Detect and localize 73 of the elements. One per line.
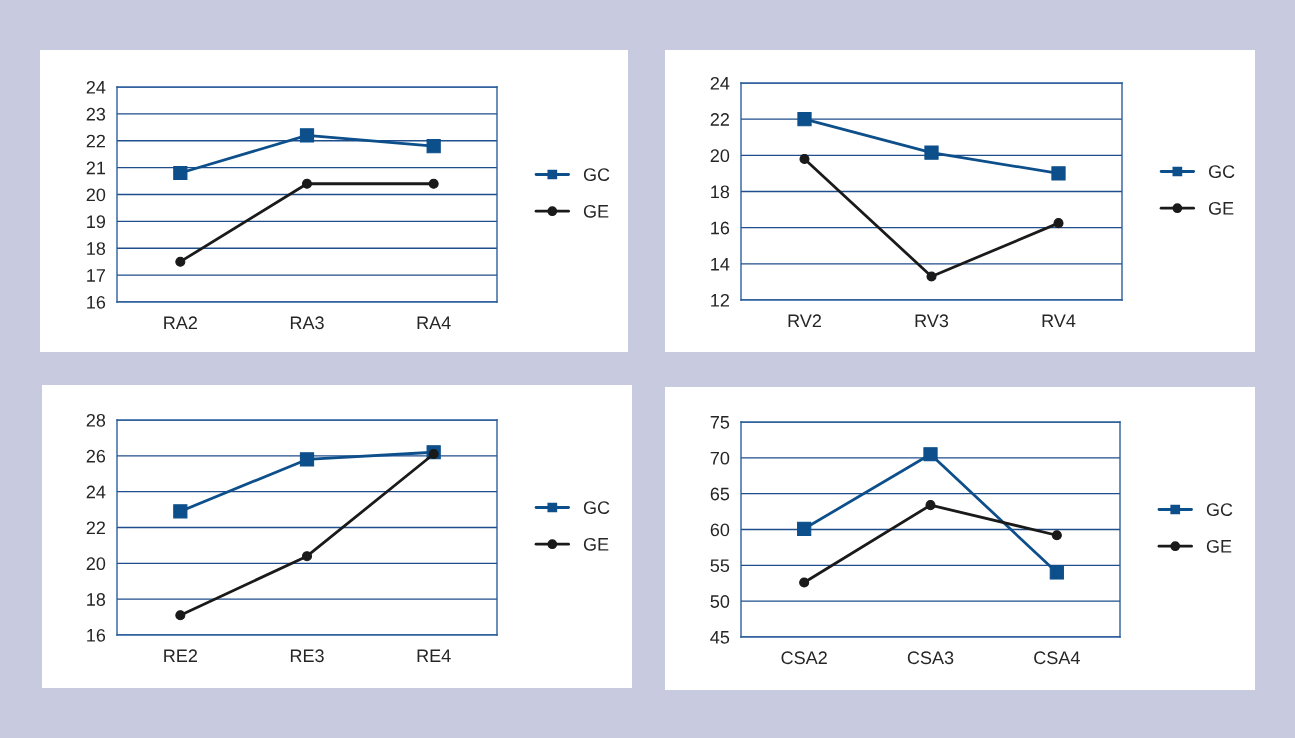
y-tick-label: 14 — [711, 257, 730, 271]
point — [299, 452, 315, 467]
legend-label: GC — [1208, 165, 1235, 178]
y-tick-label: 70 — [710, 451, 730, 465]
legend-label: GC — [1206, 503, 1233, 516]
y-tick-label: 55 — [710, 559, 730, 573]
y-tick-label: 21 — [86, 161, 106, 175]
x-tick-label: RA3 — [290, 316, 324, 330]
y-tick-label: 24 — [86, 80, 106, 94]
y-tick-label: 23 — [86, 107, 106, 121]
y-tick-label: 12 — [711, 293, 729, 307]
y-tick-label: 17 — [87, 269, 105, 282]
x-tick-label: RE4 — [417, 649, 451, 662]
point — [301, 178, 313, 189]
x-tick-label: RA4 — [417, 316, 451, 329]
legend-label: GE — [1208, 201, 1234, 215]
point — [925, 500, 936, 511]
legend-label: GE — [583, 204, 609, 218]
point — [426, 139, 441, 154]
legend-label: GC — [583, 168, 610, 181]
point — [799, 577, 810, 588]
legend-label: GE — [583, 537, 609, 551]
point — [301, 551, 313, 562]
point — [924, 145, 939, 160]
y-tick-label: 45 — [710, 631, 730, 644]
y-tick-label: 22 — [710, 113, 729, 126]
y-tick-label: 16 — [87, 628, 106, 642]
point — [923, 447, 938, 462]
point — [797, 521, 812, 536]
y-tick-label: 28 — [86, 413, 106, 427]
x-tick-label: CSA4 — [1034, 651, 1080, 665]
x-tick-label: RE3 — [290, 649, 324, 663]
y-tick-label: 26 — [86, 449, 106, 463]
x-tick-label: RA2 — [164, 316, 197, 329]
point — [797, 112, 812, 127]
y-tick-label: 24 — [710, 76, 730, 90]
x-tick-label: RV4 — [1042, 314, 1076, 327]
y-tick-label: 16 — [87, 295, 106, 309]
legend-label: GE — [1206, 539, 1232, 553]
point — [799, 153, 810, 164]
y-tick-label: 60 — [710, 523, 730, 537]
x-tick-label: CSA3 — [907, 651, 954, 665]
point — [1053, 218, 1064, 229]
point — [175, 256, 186, 267]
y-tick-label: 22 — [86, 134, 105, 148]
point — [1051, 530, 1062, 541]
point — [173, 165, 188, 181]
y-tick-label: 19 — [87, 215, 106, 229]
point — [175, 610, 186, 621]
y-tick-label: 50 — [710, 595, 730, 608]
point — [1049, 565, 1064, 580]
y-tick-label: 16 — [711, 221, 730, 235]
y-tick-label: 20 — [86, 557, 106, 571]
point — [173, 504, 188, 519]
y-tick-label: 20 — [86, 188, 106, 202]
y-tick-label: 75 — [710, 416, 730, 429]
y-tick-label: 18 — [711, 185, 730, 199]
y-tick-label: 22 — [86, 521, 105, 535]
point — [1051, 166, 1066, 181]
point — [428, 178, 439, 189]
x-tick-label: RE2 — [164, 649, 197, 662]
point — [299, 128, 315, 143]
x-tick-label: RV2 — [788, 314, 821, 327]
x-tick-label: CSA2 — [781, 651, 827, 665]
legend-label: GC — [583, 501, 610, 514]
y-tick-label: 65 — [710, 487, 730, 501]
point — [926, 271, 937, 282]
y-tick-label: 18 — [87, 593, 106, 606]
y-tick-label: 24 — [86, 485, 106, 499]
y-tick-label: 20 — [710, 149, 730, 163]
y-tick-label: 18 — [87, 242, 106, 255]
x-tick-label: RV3 — [915, 314, 949, 328]
point — [428, 449, 439, 460]
